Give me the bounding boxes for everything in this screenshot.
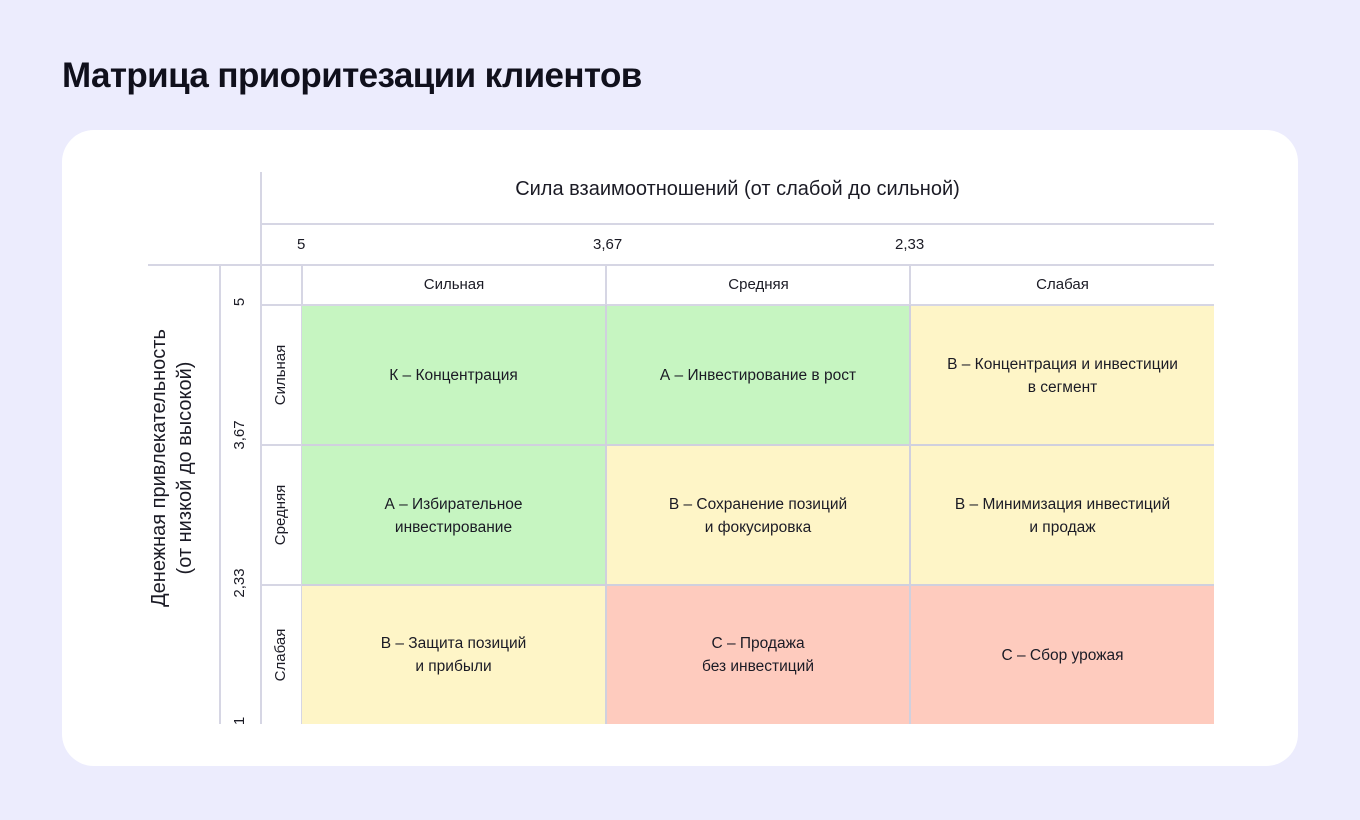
- x-axis-tick: 5: [297, 236, 306, 253]
- matrix-cell: В – Минимизация инвестиций и продаж: [911, 446, 1214, 585]
- x-axis-tick: 2,33: [895, 236, 925, 253]
- column-header-weak: Слабая: [1036, 276, 1089, 293]
- matrix-cell: В – Концентрация и инвестиции в сегмент: [911, 306, 1214, 445]
- y-axis-title: Денежная привлекательность (от низкой до…: [146, 318, 198, 618]
- x-axis-tick: 3,67: [593, 236, 623, 253]
- row-header-weak: Слабая: [272, 628, 289, 682]
- grid-line: [909, 265, 911, 305]
- y-axis-tick: 2,33: [231, 568, 248, 598]
- grid-line: [261, 304, 1214, 306]
- page-title: Матрица приоритезации клиентов: [62, 56, 642, 95]
- x-axis-title: Сила взаимоотношений (от слабой до сильн…: [515, 178, 960, 200]
- grid-line: [302, 584, 1214, 586]
- grid-line: [605, 305, 607, 724]
- row-header-medium: Средняя: [272, 484, 289, 546]
- matrix-cell: С – Продажа без инвестиций: [607, 586, 909, 724]
- column-header-strong: Сильная: [423, 276, 485, 293]
- y-axis-tick: 1: [231, 716, 248, 726]
- matrix-cell: А – Избирательное инвестирование: [302, 446, 605, 585]
- grid-line: [605, 265, 607, 305]
- grid-line: [260, 172, 262, 724]
- column-header-medium: Средняя: [728, 276, 789, 293]
- grid-line: [148, 264, 1214, 266]
- y-axis-tick: 3,67: [231, 420, 248, 450]
- grid-line: [261, 584, 301, 586]
- matrix-cell: К – Концентрация: [302, 306, 605, 445]
- matrix-cell: А – Инвестирование в рост: [607, 306, 909, 445]
- matrix-cell: В – Сохранение позиций и фокусировка: [607, 446, 909, 585]
- y-axis-title-line2: (от низкой до высокой): [174, 361, 196, 575]
- grid-line: [909, 305, 911, 724]
- grid-line: [261, 444, 301, 446]
- grid-line: [302, 444, 1214, 446]
- grid-line: [261, 223, 1214, 225]
- matrix-cell: В – Защита позиций и прибыли: [302, 586, 605, 724]
- y-axis-title-line1: Денежная привлекательность: [148, 329, 170, 607]
- grid-line: [219, 265, 221, 724]
- row-header-strong: Сильная: [272, 344, 289, 406]
- y-axis-tick: 5: [231, 297, 248, 307]
- matrix-cell: С – Сбор урожая: [911, 586, 1214, 724]
